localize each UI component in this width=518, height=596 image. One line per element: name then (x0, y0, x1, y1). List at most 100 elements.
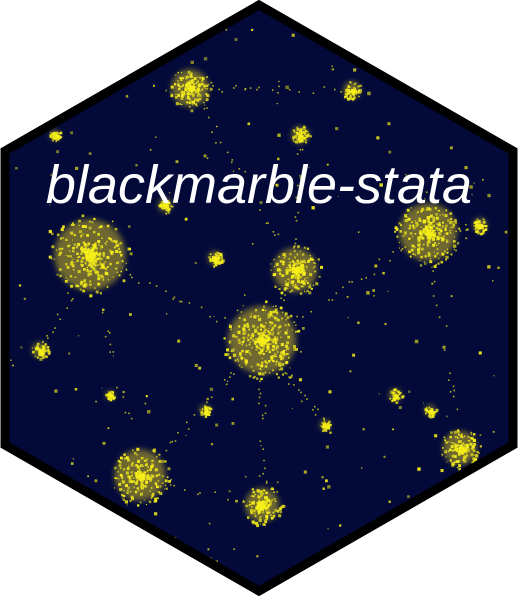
city-light (38, 352, 41, 356)
city-light (354, 91, 357, 95)
city-light (84, 225, 87, 228)
city-light (69, 250, 71, 252)
city-light (52, 134, 55, 137)
city-light (410, 207, 412, 209)
city-light (46, 346, 50, 349)
town-light (412, 85, 414, 87)
city-light (133, 486, 135, 488)
city-light (263, 500, 267, 504)
city-light (297, 279, 301, 283)
city-light (37, 348, 40, 351)
city-light (118, 250, 122, 254)
city-light (277, 319, 280, 322)
city-light (98, 244, 100, 246)
city-light (121, 260, 124, 263)
town-light (465, 237, 468, 240)
city-light (80, 247, 83, 251)
city-light (286, 329, 288, 331)
road-light (235, 85, 237, 87)
road-light (299, 149, 302, 151)
city-light (445, 442, 447, 444)
city-light (174, 83, 177, 86)
city-light (81, 258, 83, 260)
city-light (110, 393, 112, 395)
city-light (56, 137, 60, 141)
city-light (215, 255, 218, 258)
road-light (112, 351, 115, 353)
city-light (180, 85, 183, 88)
city-light (463, 451, 465, 453)
city-light (479, 445, 482, 448)
city-light (255, 521, 259, 525)
city-light (90, 265, 94, 269)
city-light (75, 284, 79, 288)
road-light (297, 211, 300, 214)
city-light (291, 329, 293, 331)
city-light (421, 236, 425, 240)
town-light (300, 350, 302, 353)
road-light (312, 92, 315, 94)
city-light (142, 476, 146, 480)
town-light (61, 247, 64, 250)
city-light (440, 260, 444, 264)
city-light (358, 95, 360, 98)
city-light (407, 217, 411, 221)
road-light (276, 317, 279, 320)
city-light (80, 263, 82, 266)
road-light (116, 271, 118, 274)
city-light (215, 262, 217, 264)
road-light (218, 88, 220, 91)
city-light (143, 459, 146, 462)
city-light (274, 508, 278, 512)
city-light (57, 135, 60, 139)
city-light (137, 459, 141, 463)
city-light (299, 275, 302, 279)
city-light (167, 467, 171, 471)
road-light (194, 86, 197, 88)
city-light (45, 355, 48, 358)
city-light (264, 490, 266, 492)
road-light (67, 292, 69, 294)
city-light (107, 279, 110, 281)
city-light (187, 75, 189, 77)
city-light (476, 218, 479, 221)
city-light (424, 232, 426, 235)
city-light (457, 453, 461, 456)
city-light (298, 267, 301, 270)
city-light (445, 456, 447, 458)
city-light (44, 343, 47, 346)
city-light (189, 98, 191, 101)
town-light (206, 397, 209, 401)
city-light (401, 394, 405, 398)
road-light (431, 231, 433, 233)
road-light (258, 396, 261, 399)
city-light (145, 479, 148, 483)
city-light (72, 246, 75, 250)
city-light (105, 272, 109, 276)
city-light (205, 84, 209, 87)
city-light (82, 225, 85, 228)
town-light (378, 393, 380, 395)
town-light (425, 191, 428, 194)
city-light (118, 478, 120, 480)
city-light (267, 336, 270, 338)
city-light (102, 255, 105, 258)
city-light (262, 508, 265, 510)
town-light (504, 125, 506, 127)
town-light (112, 355, 114, 357)
town-light (102, 308, 105, 311)
city-light (62, 227, 64, 229)
city-light (427, 253, 431, 257)
town-light (154, 512, 158, 516)
city-light (263, 333, 266, 336)
road-light (271, 348, 273, 351)
city-light (425, 407, 428, 409)
city-light (82, 284, 86, 288)
city-light (393, 391, 396, 395)
city-light (314, 270, 316, 273)
town-light (85, 170, 87, 173)
city-light (284, 324, 287, 327)
city-light (94, 264, 97, 267)
city-light (136, 454, 138, 456)
town-light (464, 166, 468, 170)
